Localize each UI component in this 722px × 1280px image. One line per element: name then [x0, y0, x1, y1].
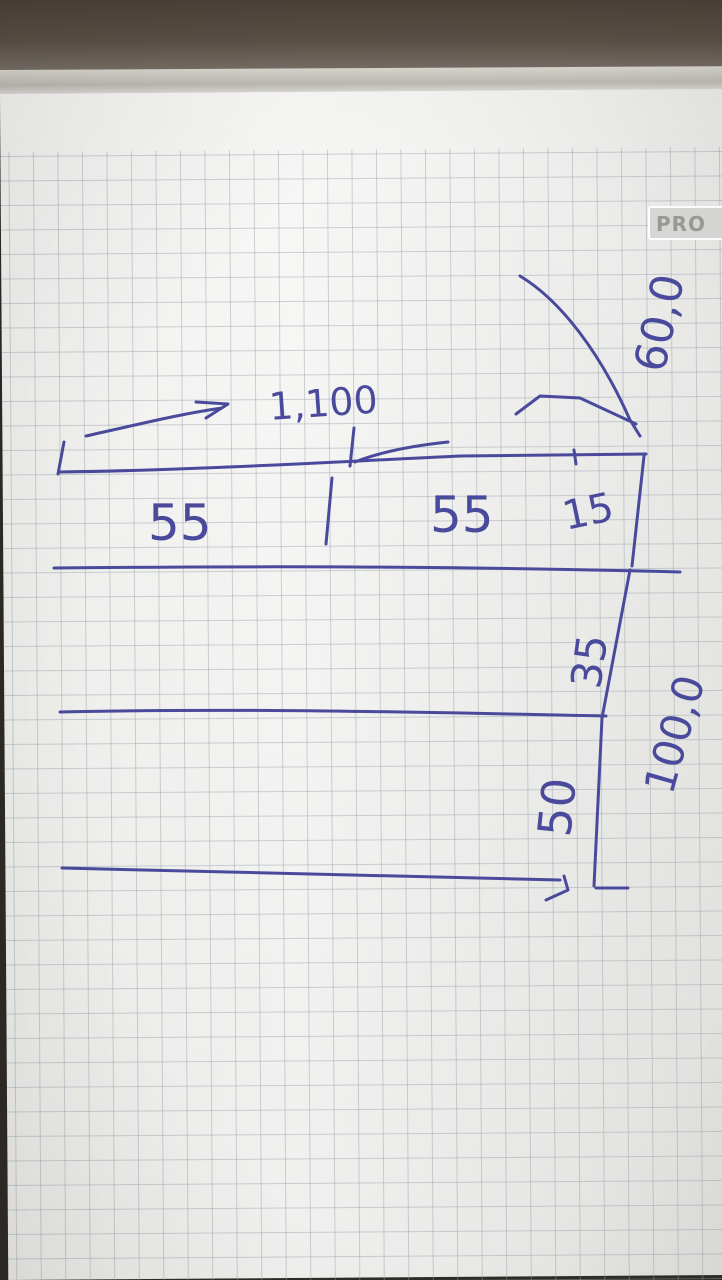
- lower-height-label: 50: [527, 775, 587, 839]
- dimension-extension: [353, 440, 450, 464]
- right-side-lower: [592, 568, 632, 888]
- brand-label: PRO: [656, 212, 707, 236]
- center-divider: [324, 476, 334, 546]
- middle-height-label: 35: [561, 632, 617, 692]
- total-height-label: 100,0: [635, 670, 715, 799]
- top-left-tick: [56, 440, 66, 476]
- brand-tab: PRO: [648, 206, 722, 240]
- depth-diagonal: [518, 274, 642, 438]
- right-segment-label: 55: [430, 486, 494, 544]
- shelf-line-1: [52, 565, 682, 574]
- small-segment-tick: [572, 448, 578, 466]
- dimension-arrow: [84, 400, 230, 438]
- depth-arrow-head: [514, 394, 638, 426]
- depth-label: 60,0: [625, 270, 695, 376]
- shelf-line-3: [60, 866, 562, 882]
- small-segment-label: 15: [559, 484, 618, 540]
- left-segment-label: 55: [148, 494, 212, 552]
- right-side-upper: [630, 454, 646, 568]
- bottom-left-foot: [544, 874, 570, 902]
- shelf-line-2: [58, 708, 608, 718]
- center-tick: [348, 426, 356, 468]
- top-span-label: 1,100: [268, 377, 380, 428]
- top-edge-line: [58, 452, 648, 474]
